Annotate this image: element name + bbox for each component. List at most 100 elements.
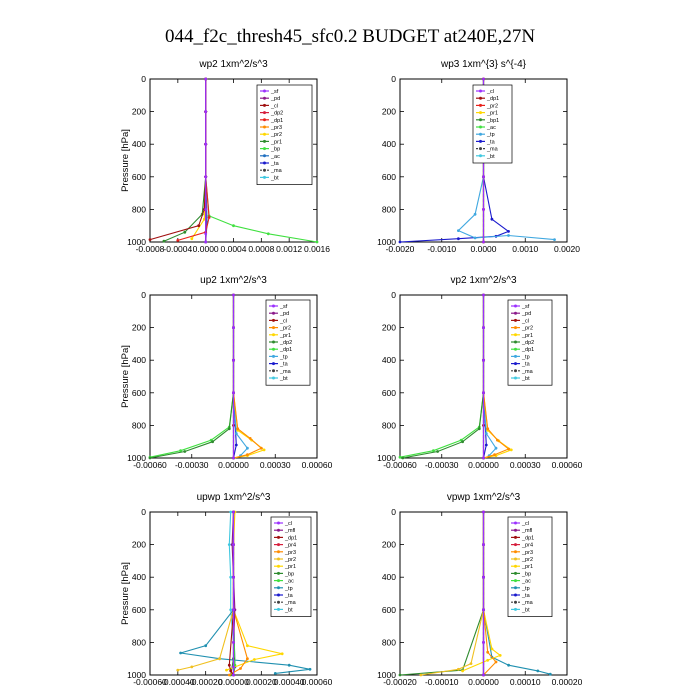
x-tick-label: -0.0004 <box>163 244 192 254</box>
legend-marker <box>277 557 280 561</box>
legend-label: _dp2 <box>270 111 283 117</box>
legend-label: _pr2 <box>270 132 282 138</box>
y-axis-label: Pressure [hPa] <box>120 562 131 625</box>
y-tick-label: 1000 <box>377 237 396 247</box>
legend-marker <box>272 362 275 366</box>
data-point <box>509 448 513 452</box>
legend-label: _pr1 <box>521 333 533 339</box>
y-tick-label: 600 <box>132 388 146 398</box>
data-point <box>248 437 252 440</box>
data-point <box>490 647 494 651</box>
legend-marker <box>514 304 517 308</box>
data-point <box>548 672 552 676</box>
x-tick-label: -0.00060 <box>383 460 417 470</box>
legend-label: _bp <box>270 147 280 153</box>
data-point <box>202 217 206 221</box>
x-tick-label: -0.00060 <box>133 677 167 687</box>
data-point <box>229 510 233 514</box>
legend-label: _ma <box>486 147 499 153</box>
legend-label: _cl <box>486 89 494 95</box>
legend-label: _dp2 <box>521 340 534 346</box>
legend-marker <box>272 369 275 373</box>
legend-label: _ta <box>270 161 280 167</box>
data-point <box>197 224 201 228</box>
legend-label: _pr1 <box>270 139 282 145</box>
data-point <box>482 175 485 179</box>
data-point <box>232 358 235 362</box>
data-point <box>246 644 249 648</box>
legend-label: _ac <box>521 579 531 585</box>
legend-label: _bp <box>284 571 294 577</box>
legend-marker <box>272 311 275 315</box>
legend-marker <box>277 607 280 611</box>
legend-marker <box>514 340 517 344</box>
y-axis-label: Pressure [hPa] <box>120 345 131 408</box>
chart-panel-3: up2 1xm^2/s^3 Pressure [hPa] 0 200 400 600 800… <box>120 275 333 470</box>
data-point <box>183 230 187 234</box>
legend-label: _cl <box>270 103 278 109</box>
legend-label: _tp <box>521 586 530 592</box>
legend-marker <box>479 125 482 129</box>
data-point <box>232 224 235 228</box>
data-point <box>482 77 485 81</box>
y-tick-label: 200 <box>132 323 146 333</box>
legend-label: _ac <box>486 125 496 131</box>
legend-label: _mfl <box>284 528 295 534</box>
data-point <box>246 453 249 457</box>
data-point <box>315 240 319 244</box>
legend-marker <box>514 535 517 539</box>
legend-label: _bp <box>521 571 531 577</box>
data-point <box>482 510 485 514</box>
legend-label: _tp <box>486 132 495 138</box>
legend-marker <box>272 347 275 351</box>
data-point <box>232 665 235 669</box>
data-point <box>229 608 233 612</box>
legend-label: _ta <box>284 593 294 599</box>
x-tick-label: 0.0000 <box>471 244 497 254</box>
legend-marker <box>272 376 275 380</box>
x-tick-label: 0.00020 <box>246 677 277 687</box>
data-point <box>227 663 231 667</box>
legend-label: _bt <box>284 607 293 613</box>
data-point <box>432 449 435 453</box>
legend-marker <box>272 326 275 330</box>
data-point <box>232 510 235 514</box>
legend-label: _pd <box>279 311 289 317</box>
y-tick-label: 600 <box>382 172 396 182</box>
x-tick-label: 0.0020 <box>554 244 580 254</box>
data-point <box>507 230 510 233</box>
legend-label: _ma <box>279 369 292 375</box>
legend-label: _pr2 <box>279 326 291 332</box>
data-point <box>229 575 233 579</box>
y-tick-label: 200 <box>382 107 396 117</box>
data-point <box>246 446 249 450</box>
legend-marker <box>514 354 517 358</box>
data-point <box>204 240 208 244</box>
legend-marker <box>514 571 517 575</box>
legend-marker <box>514 564 517 568</box>
data-point <box>482 391 485 395</box>
legend-label: _cl <box>279 318 287 324</box>
legend: _cl_mfl_dp1_pr4_pr3_pr2_pr1_bp_ac_tp_ta_… <box>507 516 553 617</box>
legend-label: _sf <box>270 89 279 95</box>
legend-label: _pr4 <box>521 543 533 549</box>
data-point <box>536 669 540 673</box>
data-point <box>190 665 194 669</box>
legend-marker <box>263 132 266 136</box>
data-point <box>482 456 485 460</box>
x-tick-label: 0.00000 <box>468 677 499 687</box>
data-point <box>183 450 187 453</box>
legend: _sf_pd_cl _pr2_pr1_dp2_dp1_tp _ta_ma_bt <box>507 299 553 386</box>
data-point <box>482 293 485 297</box>
series-group <box>176 510 312 677</box>
x-tick-label: 0.00000 <box>218 677 249 687</box>
data-point <box>486 658 490 662</box>
data-point <box>176 668 180 672</box>
y-tick-label: 0 <box>391 290 396 300</box>
x-tick-label: 0.00040 <box>274 677 305 687</box>
x-tick-label: -0.0020 <box>386 244 415 254</box>
panel-title: up2 1xm^2/s^3 <box>200 275 267 286</box>
data-point <box>232 293 235 297</box>
data-point <box>482 240 485 244</box>
data-point <box>207 216 211 219</box>
